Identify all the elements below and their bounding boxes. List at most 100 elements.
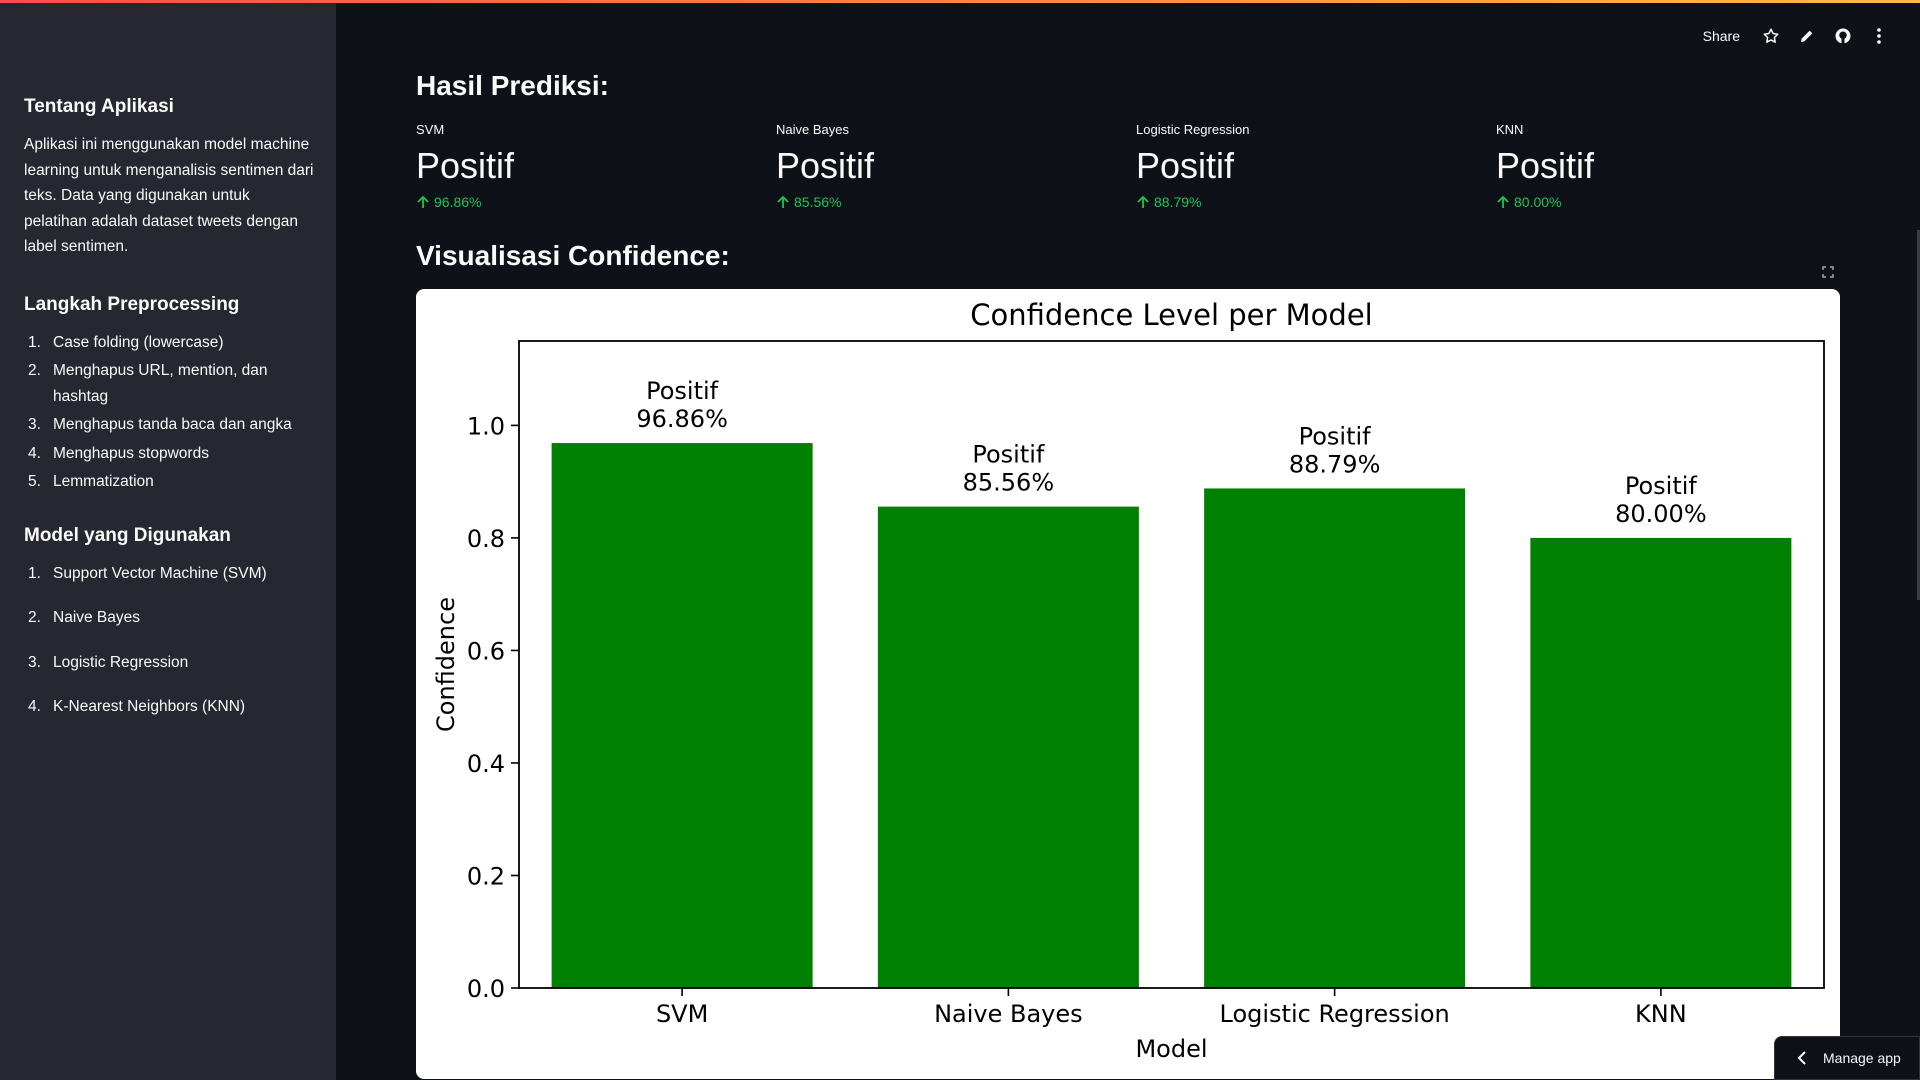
metric-logistic-regression: Logistic Regression Positif 88.79% [1136, 122, 1496, 210]
chevron-left-icon [1797, 1051, 1806, 1065]
bar-value-label: 85.56% [963, 469, 1055, 497]
chart-canvas: Confidence Level per ModelPositif96.86%S… [432, 298, 1825, 1063]
metrics-row: SVM Positif 96.86% Naive Bayes Positif 8… [416, 122, 1856, 210]
bar-label: Positif [1299, 422, 1372, 450]
fullscreen-icon[interactable] [1818, 262, 1838, 282]
metric-svm: SVM Positif 96.86% [416, 122, 776, 210]
list-number: 1. [28, 564, 41, 582]
bar-value-label: 80.00% [1615, 500, 1707, 528]
chart-title: Confidence Level per Model [970, 298, 1373, 332]
metric-delta-value: 85.56% [794, 194, 842, 210]
metric-label: Logistic Regression [1136, 122, 1250, 137]
list-item-label: Support Vector Machine (SVM) [53, 564, 267, 582]
bar-value-label: 96.86% [636, 405, 728, 433]
y-tick-label: 0.0 [467, 975, 505, 1003]
y-tick-label: 0.2 [467, 862, 505, 890]
manage-app-label: Manage app [1823, 1050, 1901, 1066]
list-item: 1. Case folding (lowercase) [24, 330, 312, 356]
list-item: 2. Naive Bayes [24, 605, 312, 631]
list-number: 3. [28, 653, 41, 671]
chart-bar [877, 506, 1139, 988]
manage-app-button[interactable]: Manage app [1774, 1036, 1920, 1080]
list-item: 3. Logistic Regression [24, 650, 312, 676]
more-vertical-icon[interactable] [1868, 24, 1890, 48]
list-number: 3. [28, 416, 41, 433]
star-icon[interactable] [1760, 24, 1782, 48]
metric-delta-value: 80.00% [1514, 194, 1562, 210]
y-tick-label: 0.6 [467, 637, 505, 665]
x-tick-label: SVM [656, 1000, 708, 1028]
list-item-label: Menghapus tanda baca dan angka [53, 416, 292, 433]
metric-value: Positif [1496, 145, 1595, 186]
list-item-label: Case folding (lowercase) [53, 333, 224, 351]
scrollbar-thumb[interactable] [1917, 230, 1920, 600]
list-number: 4. [28, 444, 41, 462]
arrow-up-icon [1137, 195, 1149, 208]
y-axis-label: Confidence [432, 597, 460, 732]
metric-delta-value: 88.79% [1154, 194, 1202, 210]
x-tick-label: Naive Bayes [934, 1000, 1083, 1028]
app-toolbar: Share [1703, 24, 1890, 48]
visualization-heading: Visualisasi Confidence: [416, 240, 730, 271]
list-item: 3. Menghapus tanda baca dan angka [24, 412, 312, 438]
x-tick-label: KNN [1635, 1000, 1687, 1028]
x-tick-label: Logistic Regression [1220, 1000, 1450, 1028]
list-number: 4. [28, 698, 41, 715]
sidebar: Tentang Aplikasi Aplikasi ini menggunaka… [0, 0, 336, 1080]
list-item-label: Lemmatization [53, 473, 154, 490]
metric-label: SVM [416, 122, 445, 137]
share-button[interactable]: Share [1702, 28, 1740, 44]
y-tick-label: 0.4 [467, 750, 505, 778]
arrow-up-icon [777, 195, 789, 208]
about-heading: Tentang Aplikasi [24, 96, 174, 117]
list-item: 4. Menghapus stopwords [24, 441, 312, 467]
plot-frame [518, 340, 1825, 989]
bar-value-label: 88.79% [1289, 450, 1381, 478]
github-icon[interactable] [1832, 24, 1854, 48]
metric-value: Positif [1136, 145, 1235, 186]
list-number: 2. [28, 609, 41, 626]
preprocessing-heading: Langkah Preprocessing [24, 293, 240, 315]
list-item: 4. K-Nearest Neighbors (KNN) [24, 694, 312, 720]
x-axis-label: Model [1135, 1035, 1207, 1063]
metric-delta: 88.79% [1136, 194, 1496, 210]
metric-label: KNN [1496, 122, 1524, 137]
metric-knn: KNN Positif 80.00% [1496, 122, 1856, 210]
models-heading: Model yang Digunakan [24, 524, 231, 546]
list-item: 5. Lemmatization [24, 469, 312, 495]
y-tick-label: 0.8 [467, 525, 505, 553]
bar-label: Positif [646, 377, 719, 405]
metric-naive-bayes: Naive Bayes Positif 85.56% [776, 122, 1136, 210]
metric-value: Positif [416, 145, 515, 186]
chart-bar [551, 443, 813, 988]
bar-label: Positif [1625, 472, 1698, 500]
list-item-label: Menghapus stopwords [53, 444, 209, 462]
y-tick-label: 1.0 [467, 412, 505, 440]
chart-bar [1530, 537, 1792, 988]
metric-delta: 96.86% [416, 194, 776, 210]
about-text: Aplikasi ini menggunakan model machine l… [24, 136, 314, 255]
list-item-label: Logistic Regression [53, 653, 189, 671]
metric-delta-value: 96.86% [434, 194, 482, 210]
pencil-icon[interactable] [1796, 24, 1818, 48]
top-decoration-bar [0, 0, 1920, 3]
metric-delta: 80.00% [1496, 194, 1856, 210]
bar-label: Positif [972, 441, 1045, 469]
metric-delta: 85.56% [776, 194, 1136, 210]
results-heading: Hasil Prediksi: [416, 70, 609, 101]
list-item: 1. Support Vector Machine (SVM) [24, 561, 312, 587]
metric-label: Naive Bayes [776, 122, 849, 137]
list-item-label: Naive Bayes [53, 609, 141, 626]
confidence-chart: Confidence Level per Model Positif 96.86% S… [416, 289, 1840, 1079]
list-item: 2. Menghapus URL, mention, dan hashtag [24, 358, 312, 409]
preprocessing-list: 1. Case folding (lowercase) 2. Menghapus U… [24, 330, 312, 495]
models-list: 1. Support Vector Machine (SVM) 2. Naive B… [24, 561, 312, 720]
metric-value: Positif [776, 145, 875, 186]
chart-bar [1204, 488, 1466, 988]
arrow-up-icon [417, 195, 429, 208]
arrow-up-icon [1497, 195, 1509, 208]
list-number: 5. [28, 473, 41, 490]
list-number: 2. [28, 362, 41, 379]
list-item-label: K-Nearest Neighbors (KNN) [53, 698, 246, 715]
list-number: 1. [28, 333, 41, 351]
